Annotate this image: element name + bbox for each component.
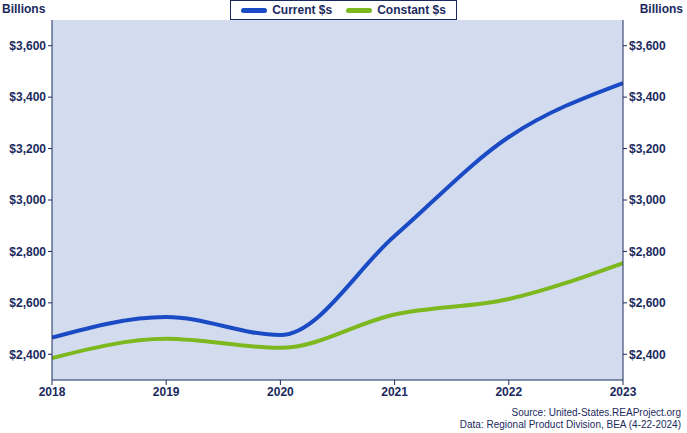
svg-text:$2,600: $2,600 xyxy=(9,296,46,310)
svg-text:2023: 2023 xyxy=(610,385,637,399)
svg-text:2021: 2021 xyxy=(381,385,408,399)
svg-text:2020: 2020 xyxy=(267,385,294,399)
html-text:Billions: Billions xyxy=(639,2,683,16)
svg-text:$3,400: $3,400 xyxy=(9,90,46,104)
svg-text:$3,200: $3,200 xyxy=(629,142,666,156)
html-text:Current $s: Current $s xyxy=(272,3,333,17)
svg-text:$3,000: $3,000 xyxy=(9,193,46,207)
svg-text:$2,800: $2,800 xyxy=(629,245,666,259)
html-text:Source: United-States.REAProje: Source: United-States.REAProject.org xyxy=(511,407,681,418)
svg-text:$2,600: $2,600 xyxy=(629,296,666,310)
html-text:Billions: Billions xyxy=(2,2,46,16)
html-text:Data: Regional Product Divisio: Data: Regional Product Division, BEA (4-… xyxy=(459,419,681,430)
svg-text:$3,600: $3,600 xyxy=(9,39,46,53)
svg-text:2022: 2022 xyxy=(495,385,522,399)
svg-text:$3,000: $3,000 xyxy=(629,193,666,207)
svg-text:2019: 2019 xyxy=(153,385,180,399)
svg-text:$2,800: $2,800 xyxy=(9,245,46,259)
svg-text:$3,200: $3,200 xyxy=(9,142,46,156)
html-text:Constant $s: Constant $s xyxy=(377,3,446,17)
svg-text:2018: 2018 xyxy=(39,385,66,399)
svg-text:$2,400: $2,400 xyxy=(9,348,46,362)
svg-text:$2,400: $2,400 xyxy=(629,348,666,362)
svg-text:$3,600: $3,600 xyxy=(629,39,666,53)
svg-text:$3,400: $3,400 xyxy=(629,90,666,104)
